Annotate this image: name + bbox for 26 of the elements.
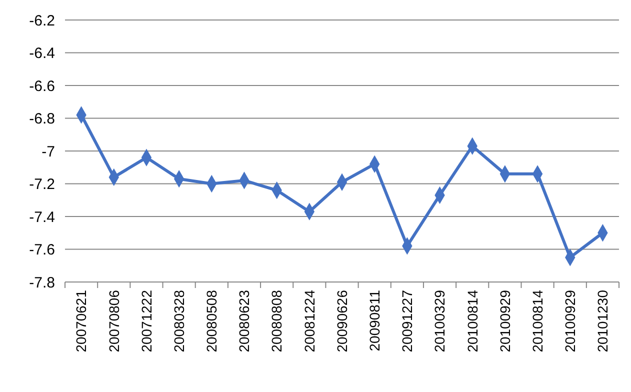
y-tick-label: -7.8 — [29, 274, 55, 292]
x-tick-label: 20080328 — [170, 290, 187, 352]
y-tick-label: -6.6 — [29, 78, 55, 95]
x-tick-label: 20090811 — [366, 290, 382, 352]
x-tick-label: 20081224 — [301, 290, 318, 352]
x-tick-label: 20100814 — [464, 290, 480, 352]
y-tick-label: -7.4 — [29, 208, 55, 226]
x-tick-label: 20080508 — [204, 290, 220, 352]
x-tick-label: 20100814 — [529, 290, 546, 352]
x-tick-label: 20070621 — [73, 290, 90, 352]
x-tick-label: 20070806 — [106, 290, 122, 352]
y-tick-label: -7.6 — [29, 242, 55, 258]
y-tick-label: -6.4 — [29, 45, 55, 62]
y-tick-label: -7.2 — [29, 176, 55, 193]
x-tick-label: 20080808 — [268, 290, 285, 352]
y-tick-label: -6.8 — [29, 110, 55, 128]
y-tick-label: -6.2 — [29, 12, 55, 30]
x-tick-label: 20100929 — [496, 290, 513, 352]
x-tick-label: 20100329 — [432, 290, 448, 352]
x-tick-label: 20100929 — [562, 290, 578, 352]
x-tick-label: 20091227 — [399, 290, 416, 352]
y-tick-label: -7 — [42, 143, 55, 160]
x-tick-label: 20071222 — [138, 290, 154, 352]
x-tick-label: 20080623 — [236, 290, 252, 352]
x-tick-label: 20101230 — [594, 290, 611, 352]
x-tick-label: 20090626 — [334, 290, 350, 352]
